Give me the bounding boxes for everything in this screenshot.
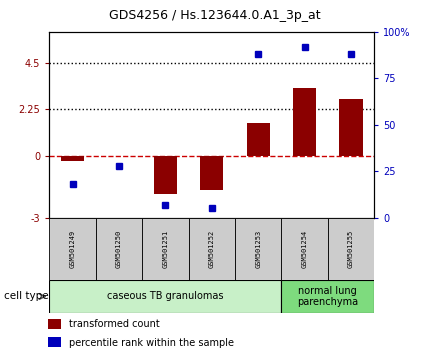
Bar	[200, 156, 223, 190]
Bar	[154, 156, 177, 194]
Text: GDS4256 / Hs.123644.0.A1_3p_at: GDS4256 / Hs.123644.0.A1_3p_at	[109, 9, 321, 22]
Text: cell type: cell type	[4, 291, 49, 302]
Bar	[142, 218, 189, 280]
Text: transformed count: transformed count	[69, 319, 160, 329]
Bar	[49, 218, 96, 280]
Bar	[47, 337, 61, 348]
Text: GSM501252: GSM501252	[209, 229, 215, 268]
Text: percentile rank within the sample: percentile rank within the sample	[69, 338, 234, 348]
Bar	[49, 280, 281, 313]
Bar	[189, 218, 235, 280]
Bar	[96, 218, 142, 280]
Bar	[281, 280, 374, 313]
Text: GSM501253: GSM501253	[255, 229, 261, 268]
Text: GSM501254: GSM501254	[301, 229, 307, 268]
Text: GSM501255: GSM501255	[348, 229, 354, 268]
Bar	[293, 88, 316, 156]
Text: GSM501249: GSM501249	[70, 229, 76, 268]
Text: GSM501251: GSM501251	[163, 229, 169, 268]
Text: caseous TB granulomas: caseous TB granulomas	[107, 291, 224, 302]
Bar	[246, 123, 270, 156]
Bar	[61, 156, 84, 161]
Bar	[235, 218, 281, 280]
Text: GSM501250: GSM501250	[116, 229, 122, 268]
Bar	[339, 99, 362, 156]
Bar	[281, 218, 328, 280]
Bar	[328, 218, 374, 280]
Bar	[47, 319, 61, 329]
Text: normal lung
parenchyma: normal lung parenchyma	[297, 286, 358, 307]
